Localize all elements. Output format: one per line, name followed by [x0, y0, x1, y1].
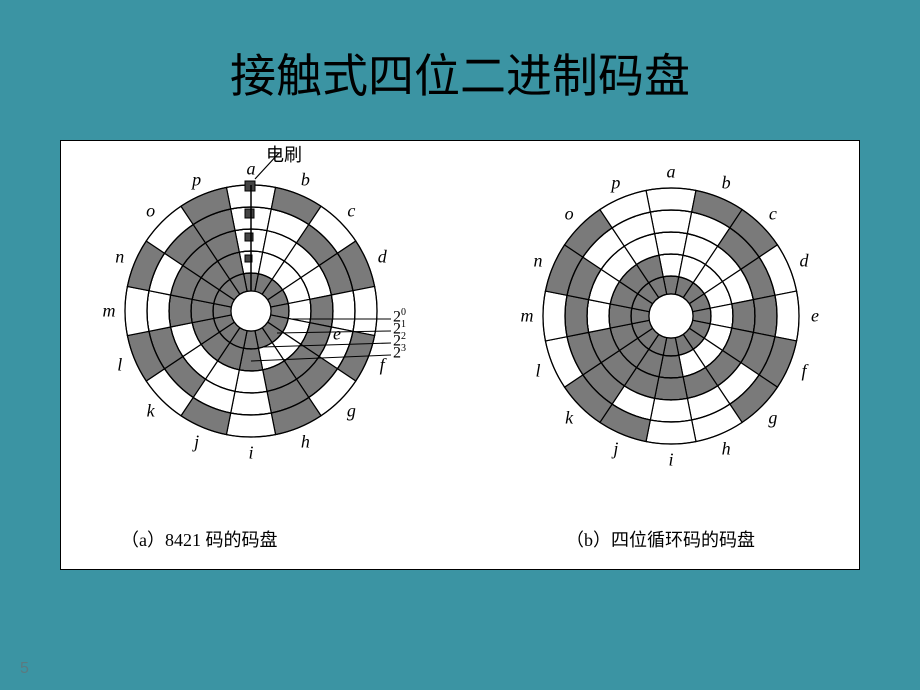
slide-title: 接触式四位二进制码盘 [0, 0, 920, 106]
sector-label-b: b [722, 172, 731, 193]
sector-label-c: c [769, 204, 777, 225]
page-number: 5 [20, 660, 29, 678]
right-caption: （b）四位循环码的码盘 [566, 526, 755, 552]
sector-label-m: m [521, 306, 534, 327]
sector-label-k: k [565, 407, 573, 428]
exponent-labels: 20212223 [71, 131, 431, 491]
sector-label-i: i [668, 450, 673, 471]
left-caption: （a）8421 码的码盘 [121, 526, 278, 552]
sector-label-j: j [613, 439, 618, 460]
sector-label-l: l [535, 361, 540, 382]
sector-label-p: p [611, 172, 620, 193]
sector-label-g: g [768, 407, 777, 428]
sector-label-h: h [722, 439, 731, 460]
sector-label-e: e [811, 306, 819, 327]
sector-label-d: d [800, 250, 809, 271]
figure-container: abcdfghijklmnope 电刷 20212223 abcdefghijk… [60, 140, 860, 570]
exp-label-3: 23 [393, 343, 406, 362]
sector-label-a: a [667, 162, 676, 183]
sector-label-f: f [802, 361, 807, 382]
sector-label-o: o [565, 204, 574, 225]
sector-label-n: n [533, 250, 542, 271]
right-disc-labels: a b c d e f g h i j k l m n o p [501, 136, 841, 476]
